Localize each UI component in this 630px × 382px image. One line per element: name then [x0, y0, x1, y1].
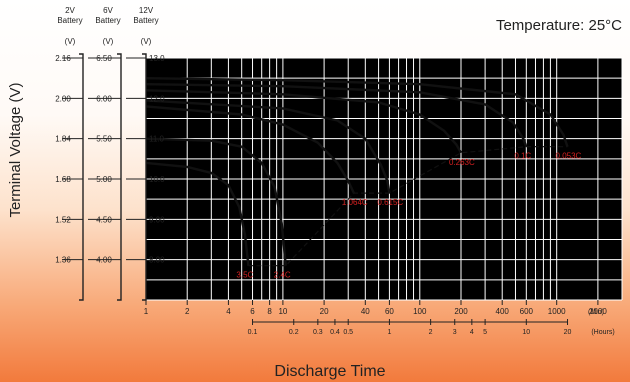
header-2v-unit: (V)	[65, 37, 76, 46]
end-voltage-line	[248, 146, 568, 267]
x-unit-hours: (Hours)	[591, 329, 614, 336]
y-tick-label-12v: 13.0	[149, 54, 165, 63]
x-unit-min: (Min)	[588, 309, 604, 316]
y-tick-label-6v: 5.50	[96, 135, 112, 144]
y-tick-label-12v: 10.0	[149, 175, 165, 184]
y-tick-label-2v: 1.68	[55, 175, 71, 184]
y-tick-label-6v: 6.50	[96, 54, 112, 63]
x-tick-label-min: 10	[278, 307, 287, 316]
header-12v-battery: Battery	[133, 16, 158, 25]
curve-label: 2.4C	[274, 271, 291, 280]
x-axis-ticks: 1 2 4 6 8 10 20 40 60 100 200 400 600 1000 2000(Min) 0.…	[144, 300, 615, 336]
curve-label: 0.263C	[449, 158, 475, 167]
x-tick-label-min: 4	[226, 307, 231, 316]
x-tick-label-hours: 3	[453, 329, 457, 336]
x-tick-label-min: 400	[496, 307, 510, 316]
x-tick-label-hours: 0.3	[313, 329, 323, 336]
curve-label: 0.053C	[556, 152, 582, 161]
curve-0.1C	[145, 83, 528, 148]
discharge-curves: 3.5C 2.4C 1.064C 0.615C 0.263C 0.1C 0.053C	[145, 77, 582, 280]
y-tick-label-6v: 6.00	[96, 94, 112, 103]
x-tick-label-hours: 4	[470, 329, 474, 336]
y-axis-bracket-2v	[79, 53, 84, 301]
header-6v-battery: Battery	[95, 16, 120, 25]
y-tick-label-6v: 4.00	[96, 256, 112, 265]
y-tick-label-2v: 2.16	[55, 54, 71, 63]
y-tick-label-2v: 2.00	[55, 94, 71, 103]
x-tick-label-min: 600	[520, 307, 534, 316]
curve-label: 0.615C	[377, 198, 403, 207]
header-12v-unit: (V)	[141, 37, 152, 46]
y-axis-bracket-6v	[117, 53, 122, 301]
header-2v-voltage: 2V	[65, 6, 75, 15]
header-6v-voltage: 6V	[103, 6, 113, 15]
x-tick-label-min: 6	[250, 307, 255, 316]
y-tick-label-2v: 1.36	[55, 256, 71, 265]
curve-label: 0.1C	[514, 152, 531, 161]
x-tick-label-hours: 5	[483, 329, 487, 336]
battery-header-12v: 12V Battery (V)	[133, 6, 158, 46]
x-axis-title: Discharge Time	[274, 363, 385, 380]
y-axes: 13.0 6.50 2.16 12.0 6.00 2.00 11.0 5.50 1.84 10.0…	[55, 53, 165, 301]
x-tick-label-hours: 0.1	[248, 329, 258, 336]
battery-header-6v: 6V Battery (V)	[95, 6, 120, 46]
curve-3.5C	[145, 161, 250, 266]
curve-0.053C	[145, 77, 569, 148]
curve-2.4C	[145, 137, 287, 266]
curve-label: 1.064C	[342, 198, 368, 207]
x-tick-label-hours: 20	[564, 329, 572, 336]
y-tick-label-12v: 9.00	[149, 215, 165, 224]
y-tick-label-12v: 11.0	[149, 135, 165, 144]
grid	[145, 57, 623, 301]
x-tick-label-hours: 0.5	[343, 329, 353, 336]
curve-1.064C	[145, 105, 355, 194]
x-tick-label-min: 200	[454, 307, 468, 316]
y-tick-label-2v: 1.84	[55, 135, 71, 144]
x-tick-label-min: 20	[320, 307, 329, 316]
curve-label: 3.5C	[236, 271, 253, 280]
header-2v-battery: Battery	[57, 16, 82, 25]
x-tick-label-min: 2	[185, 307, 190, 316]
header-12v-voltage: 12V	[139, 6, 154, 15]
curve-0.615C	[145, 99, 391, 194]
y-axis-bracket-12v	[142, 53, 147, 301]
x-tick-label-hours: 0.4	[330, 329, 340, 336]
y-tick-label-12v: 8.00	[149, 256, 165, 265]
header-6v-unit: (V)	[103, 37, 114, 46]
y-tick-label-6v: 4.50	[96, 215, 112, 224]
x-tick-label-hours: 2	[429, 329, 433, 336]
x-tick-label-min: 100	[413, 307, 427, 316]
y-axis-title: Terminal Voltage (V)	[7, 82, 24, 217]
battery-header-2v: 2V Battery (V)	[57, 6, 82, 46]
x-tick-label-hours: 10	[522, 329, 530, 336]
temperature-label: Temperature: 25°C	[496, 17, 622, 34]
x-tick-label-min: 2000	[589, 307, 607, 316]
x-tick-label-min: 40	[361, 307, 370, 316]
x-tick-label-min: 1	[144, 307, 149, 316]
y-tick-label-6v: 5.00	[96, 175, 112, 184]
x-tick-label-min: 8	[267, 307, 272, 316]
x-tick-label-hours: 1	[387, 329, 391, 336]
curve-0.263C	[145, 89, 463, 154]
x-tick-label-min: 1000	[548, 307, 566, 316]
y-tick-label-12v: 12.0	[149, 94, 165, 103]
y-tick-label-2v: 1.52	[55, 215, 71, 224]
x-tick-label-hours: 0.2	[289, 329, 299, 336]
x-tick-label-min: 60	[385, 307, 394, 316]
